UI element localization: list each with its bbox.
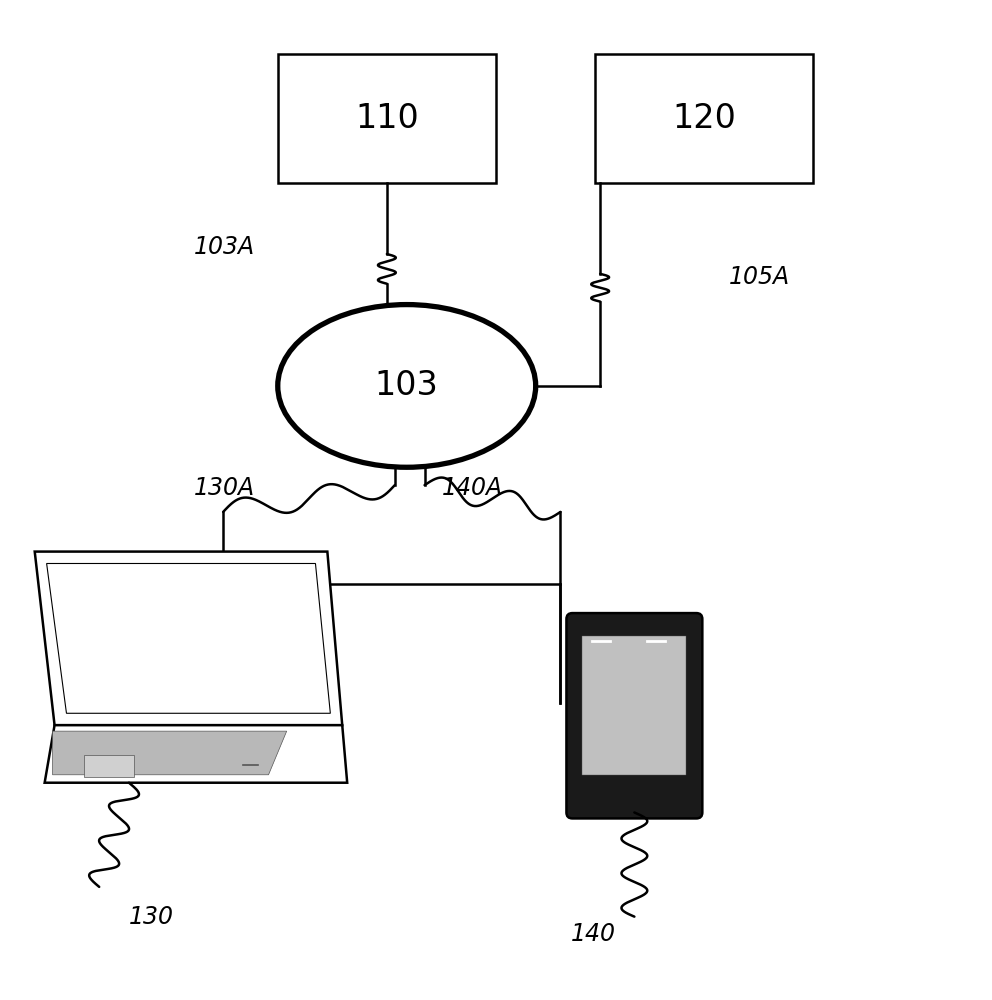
Polygon shape [45, 725, 347, 783]
Text: 103: 103 [375, 369, 438, 402]
Polygon shape [35, 552, 342, 725]
FancyBboxPatch shape [84, 755, 134, 777]
Text: 140A: 140A [441, 476, 503, 500]
Text: 130A: 130A [193, 476, 255, 500]
FancyBboxPatch shape [566, 613, 702, 818]
Text: 110: 110 [355, 102, 419, 135]
Text: 120: 120 [673, 102, 736, 135]
Polygon shape [47, 563, 330, 713]
Text: 105A: 105A [729, 265, 791, 289]
Text: 130: 130 [129, 905, 174, 929]
Text: 140: 140 [570, 922, 615, 946]
FancyBboxPatch shape [595, 54, 813, 183]
FancyBboxPatch shape [582, 636, 686, 775]
Polygon shape [53, 731, 287, 775]
FancyBboxPatch shape [278, 54, 496, 183]
Ellipse shape [278, 305, 536, 467]
Text: 103A: 103A [193, 235, 255, 259]
